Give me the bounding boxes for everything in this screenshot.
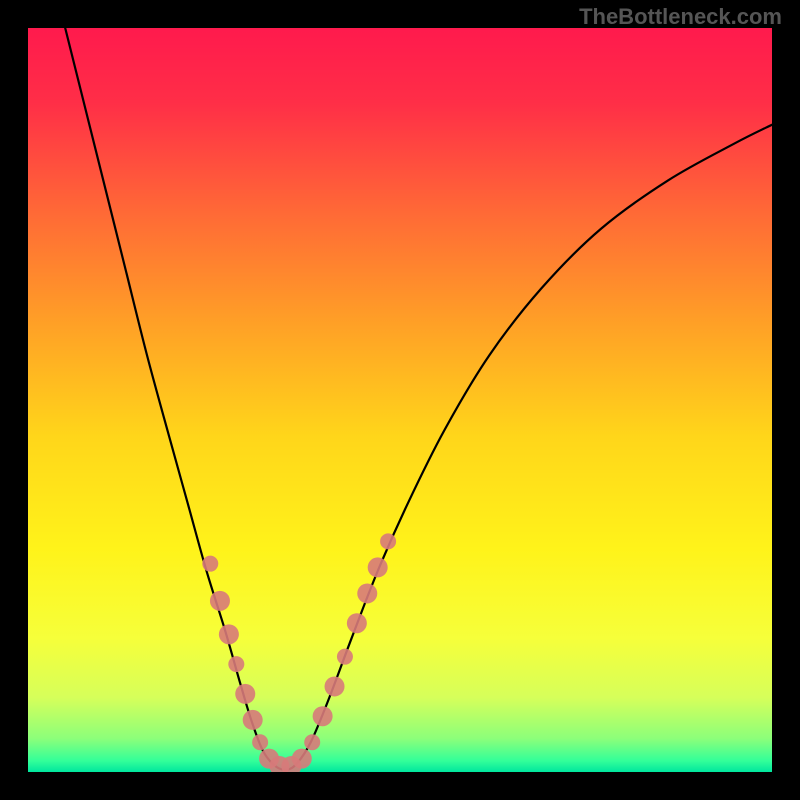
data-dot — [357, 583, 377, 603]
data-dot — [368, 557, 388, 577]
data-dot — [337, 649, 353, 665]
data-dot — [313, 706, 333, 726]
data-dot — [292, 749, 312, 769]
data-dot — [347, 613, 367, 633]
chart-svg — [28, 28, 772, 772]
data-dot — [252, 734, 268, 750]
data-dot — [325, 676, 345, 696]
data-dot — [243, 710, 263, 730]
data-dot — [380, 533, 396, 549]
data-dot — [202, 556, 218, 572]
v-curve — [65, 28, 772, 770]
data-dot — [210, 591, 230, 611]
data-dot — [235, 684, 255, 704]
data-dot — [219, 624, 239, 644]
data-dot — [304, 734, 320, 750]
plot-area — [28, 28, 772, 772]
data-dot — [228, 656, 244, 672]
watermark-text: TheBottleneck.com — [579, 4, 782, 30]
